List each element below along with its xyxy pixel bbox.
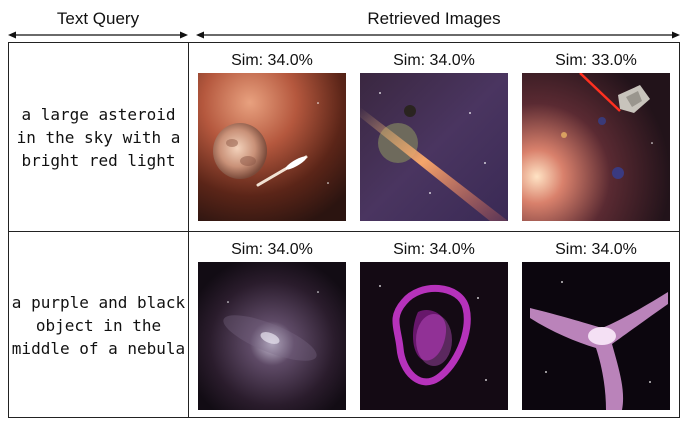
result-cell: Sim: 34.0% <box>360 240 508 410</box>
result-cell: Sim: 33.0% <box>522 51 670 221</box>
results-arrowhead-left <box>196 31 204 39</box>
result-cell: Sim: 34.0% <box>198 51 346 221</box>
header-arrows <box>8 31 680 39</box>
query-arrowhead-right <box>180 31 188 39</box>
retrieved-images-header: Retrieved Images <box>367 9 501 28</box>
text-query-header: Text Query <box>56 9 140 28</box>
retrieved-image-asteroid-2[interactable] <box>360 73 508 221</box>
results-table: a large asteroid in the sky with a brigh… <box>8 42 680 418</box>
results-arrowhead-right <box>672 31 680 39</box>
similarity-score: Sim: 33.0% <box>555 52 637 69</box>
retrieved-image-nebula-1[interactable] <box>198 262 346 410</box>
retrieved-image-asteroid-3[interactable] <box>522 73 670 221</box>
similarity-score: Sim: 34.0% <box>393 52 475 69</box>
similarity-score: Sim: 34.0% <box>393 241 475 258</box>
retrieved-image-asteroid-1[interactable] <box>198 73 346 221</box>
result-cell: Sim: 34.0% <box>522 240 670 410</box>
result-cell: Sim: 34.0% <box>198 240 346 410</box>
query-arrowhead-left <box>8 31 16 39</box>
row-divider <box>9 231 679 232</box>
similarity-score: Sim: 34.0% <box>231 52 313 69</box>
similarity-score: Sim: 34.0% <box>555 241 637 258</box>
similarity-score: Sim: 34.0% <box>231 241 313 258</box>
retrieved-image-nebula-3[interactable] <box>522 262 670 410</box>
query-text-asteroid: a large asteroid in the sky with a brigh… <box>16 104 181 170</box>
column-divider <box>188 43 189 417</box>
result-cell: Sim: 34.0% <box>360 51 508 221</box>
query-text-nebula: a purple and black object in the middle … <box>11 292 186 358</box>
retrieved-image-nebula-2[interactable] <box>360 262 508 410</box>
